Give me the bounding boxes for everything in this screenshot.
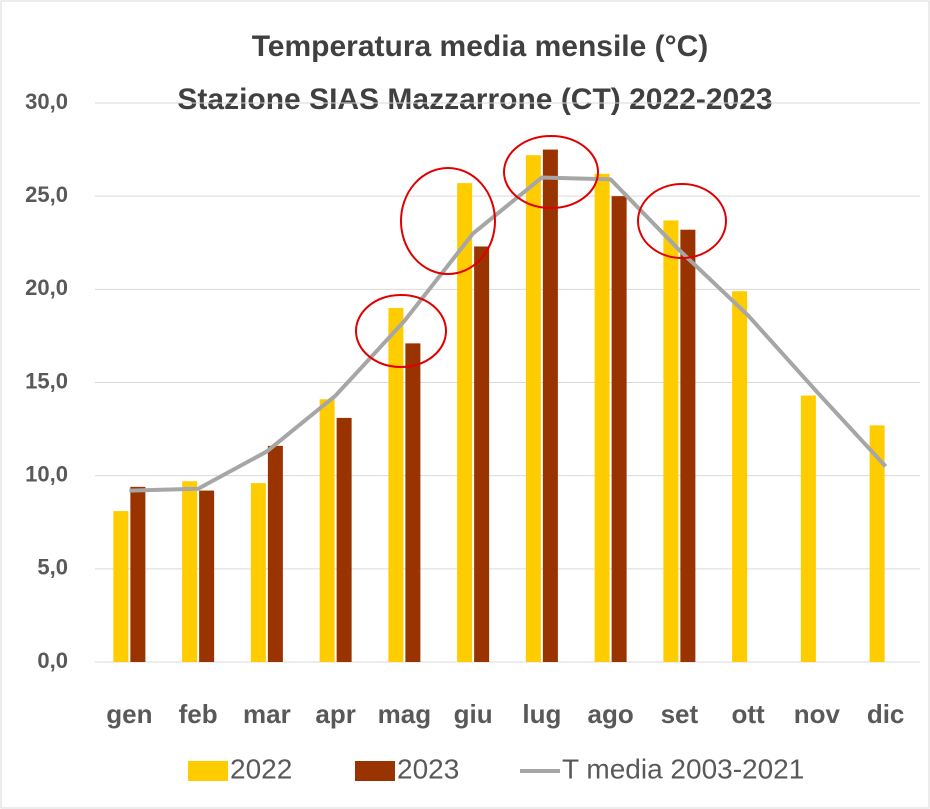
bar [869, 425, 885, 662]
bar [525, 155, 541, 662]
x-tick-label: ott [732, 699, 766, 729]
bar [319, 399, 335, 662]
legend-label: 2022 [230, 753, 292, 784]
y-tick-label: 5,0 [37, 555, 68, 580]
annotation-circle [400, 167, 496, 275]
chart-title: Temperatura media mensile (°C) [252, 30, 709, 63]
annotation-circle [503, 135, 599, 209]
bar [405, 343, 421, 662]
x-tick-label: nov [794, 699, 841, 729]
annotation-circle [355, 294, 447, 368]
x-tick-label: lug [522, 699, 561, 729]
chart-title: Stazione SIAS Mazzarrone (CT) 2022-2023 [177, 83, 772, 116]
x-tick-label: apr [315, 699, 355, 729]
y-tick-label: 25,0 [25, 182, 68, 207]
y-tick-label: 15,0 [25, 368, 68, 393]
y-tick-label: 0,0 [37, 648, 68, 673]
bar [336, 417, 352, 662]
y-tick-label: 30,0 [25, 89, 68, 114]
y-tick-label: 10,0 [25, 461, 68, 486]
legend-swatch [355, 761, 395, 781]
bar [182, 481, 198, 662]
bar [732, 291, 748, 662]
x-tick-label: mar [243, 699, 291, 729]
bar [388, 307, 404, 662]
y-tick-label: 20,0 [25, 275, 68, 300]
bar [474, 246, 490, 662]
bar [611, 196, 627, 662]
grid [95, 102, 920, 663]
line-series [129, 175, 888, 493]
bar [800, 395, 816, 662]
x-tick-label: set [661, 699, 699, 729]
legend-label: 2023 [397, 753, 459, 784]
bar [130, 486, 146, 662]
x-tick-label: feb [179, 699, 218, 729]
x-tick-label: mag [378, 699, 431, 729]
x-tick-label: ago [588, 699, 634, 729]
x-tick-label: giu [454, 699, 493, 729]
bar [594, 173, 610, 662]
legend-swatch [188, 761, 228, 781]
bar [542, 149, 558, 663]
bar [113, 511, 129, 662]
x-tick-label: dic [867, 699, 905, 729]
bar [267, 445, 283, 662]
bar [680, 229, 696, 662]
bar [457, 183, 473, 662]
annotation-circle [637, 183, 727, 259]
bar [250, 483, 266, 662]
legend-label: T media 2003-2021 [562, 753, 804, 784]
bar [663, 220, 679, 662]
x-tick-label: gen [106, 699, 152, 729]
bar [199, 490, 215, 662]
